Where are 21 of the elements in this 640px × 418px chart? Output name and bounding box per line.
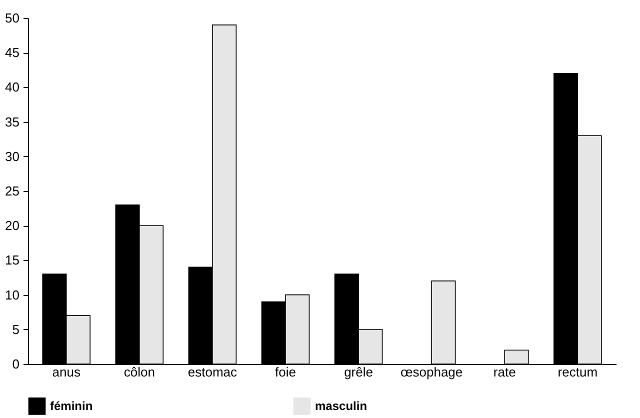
y-tick-label: 0	[12, 356, 20, 372]
legend-label: masculin	[315, 399, 368, 414]
x-tick-label: anus	[52, 364, 81, 380]
y-tick-label: 5	[12, 322, 20, 337]
y-tick-label: 50	[5, 10, 20, 26]
x-tick-label: foie	[274, 364, 296, 380]
x-tick-label: rectum	[558, 364, 598, 380]
y-tick-label: 40	[5, 80, 20, 95]
x-tick-label: rate	[493, 364, 516, 380]
y-tick-label: 25	[5, 184, 20, 198]
y-tick-label: 35	[5, 114, 20, 130]
x-tick-label: côlon	[124, 364, 155, 380]
y-tick-label: 10	[5, 287, 20, 302]
x-tick-label: estomac	[188, 364, 238, 380]
x-tick-label: grêle	[344, 364, 373, 380]
y-tick-label: 45	[5, 45, 20, 60]
x-tick-label: œsophage	[400, 364, 463, 380]
y-tick-label: 20	[5, 218, 20, 234]
y-tick-label: 15	[5, 252, 20, 268]
legend-label: féminin	[50, 399, 93, 414]
y-tick-label: 30	[5, 148, 20, 164]
